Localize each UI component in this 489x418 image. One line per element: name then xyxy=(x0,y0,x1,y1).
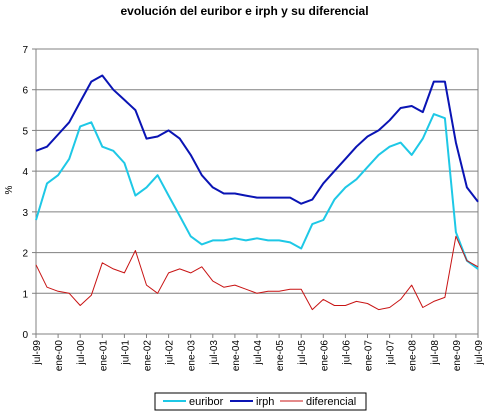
x-tick-label: jul-03 xyxy=(209,340,220,366)
x-tick-label: jul-00 xyxy=(76,340,87,366)
x-tick-label: ene-02 xyxy=(143,340,154,372)
y-tick-label: 0 xyxy=(22,330,28,341)
legend-label-irph: irph xyxy=(256,396,274,408)
x-tick-label: jul-05 xyxy=(297,340,308,366)
series-line-diferencial xyxy=(35,235,479,311)
y-tick-label: 4 xyxy=(22,167,28,178)
x-tick-label: jul-04 xyxy=(253,340,264,366)
legend-box xyxy=(154,392,367,411)
x-tick-label: ene-09 xyxy=(452,340,463,372)
plot-area xyxy=(35,48,479,335)
y-tick-label: 3 xyxy=(22,208,28,219)
chart-title: evolución del euribor e irph y su difere… xyxy=(120,4,369,18)
y-tick-label: 1 xyxy=(22,289,28,300)
y-axis-label: % xyxy=(4,185,15,194)
y-tick-label: 6 xyxy=(22,86,28,97)
legend: euribor irph diferencial xyxy=(154,392,367,411)
series-line-euribor xyxy=(35,113,479,270)
x-tick-label: jul-01 xyxy=(120,340,131,366)
series-line-irph xyxy=(35,74,479,205)
x-axis: jul-99 ene-00 jul-00 ene-01 jul-01 ene-02 jul-… xyxy=(32,334,485,371)
y-tick-label: 2 xyxy=(22,249,28,260)
x-tick-label: ene-08 xyxy=(408,340,419,372)
x-tick-label: jul-08 xyxy=(430,340,441,366)
legend-label-diferencial: diferencial xyxy=(306,396,356,408)
x-tick-label: jul-07 xyxy=(386,340,397,366)
legend-label-euribor: euribor xyxy=(189,396,224,408)
y-tick-label: 5 xyxy=(22,126,28,137)
x-tick-label: jul-06 xyxy=(341,340,352,366)
x-tick-label: ene-00 xyxy=(54,340,65,372)
x-tick-label: ene-03 xyxy=(187,340,198,372)
x-tick-label: jul-02 xyxy=(165,340,176,366)
x-tick-label: jul-09 xyxy=(474,340,485,366)
x-tick-label: ene-01 xyxy=(98,340,109,372)
x-tick-label: ene-05 xyxy=(275,340,286,372)
x-tick-label: ene-07 xyxy=(364,340,375,372)
y-tick-label: 7 xyxy=(22,45,28,56)
x-tick-label: jul-99 xyxy=(32,340,43,366)
y-axis: 0 1 2 3 4 5 6 7 xyxy=(22,45,36,341)
x-tick-label: ene-06 xyxy=(319,340,330,372)
x-tick-label: ene-04 xyxy=(231,340,242,372)
series-layer xyxy=(35,74,479,311)
